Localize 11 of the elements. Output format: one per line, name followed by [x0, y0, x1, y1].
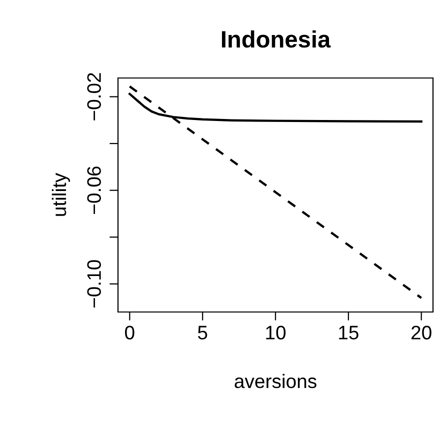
- y-tick-label: −0.10: [87, 260, 101, 308]
- x-axis-title: aversions: [234, 374, 316, 388]
- x-tick-label: 15: [339, 326, 358, 340]
- y-tick-label: −0.02: [87, 73, 101, 120]
- x-tick-label: 10: [266, 326, 286, 340]
- y-axis-title: utility: [52, 172, 70, 216]
- x-tick-label: 0: [125, 326, 134, 340]
- y-tick-label: −0.06: [87, 166, 101, 214]
- chart-title: Indonesia: [222, 30, 331, 48]
- x-tick-label: 5: [198, 326, 208, 340]
- x-tick-label: 20: [412, 326, 432, 340]
